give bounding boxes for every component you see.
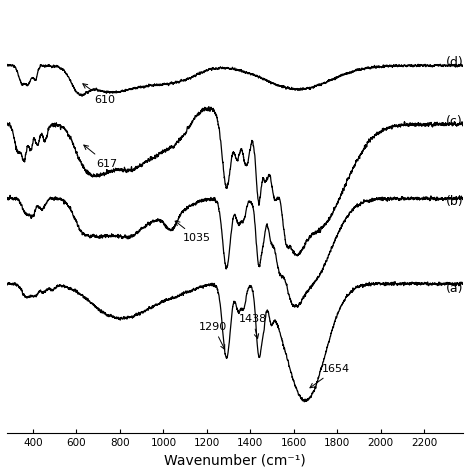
Text: (b): (b): [446, 195, 464, 208]
Text: 1290: 1290: [199, 321, 228, 349]
Text: (d): (d): [446, 56, 464, 69]
Text: 610: 610: [83, 84, 115, 105]
Text: (a): (a): [446, 283, 464, 295]
X-axis label: Wavenumber (cm⁻¹): Wavenumber (cm⁻¹): [164, 453, 306, 467]
Text: (c): (c): [446, 115, 463, 128]
Text: 617: 617: [84, 145, 117, 169]
Text: 1438: 1438: [238, 314, 267, 338]
Text: 1035: 1035: [175, 221, 211, 243]
Text: 1654: 1654: [310, 364, 350, 388]
